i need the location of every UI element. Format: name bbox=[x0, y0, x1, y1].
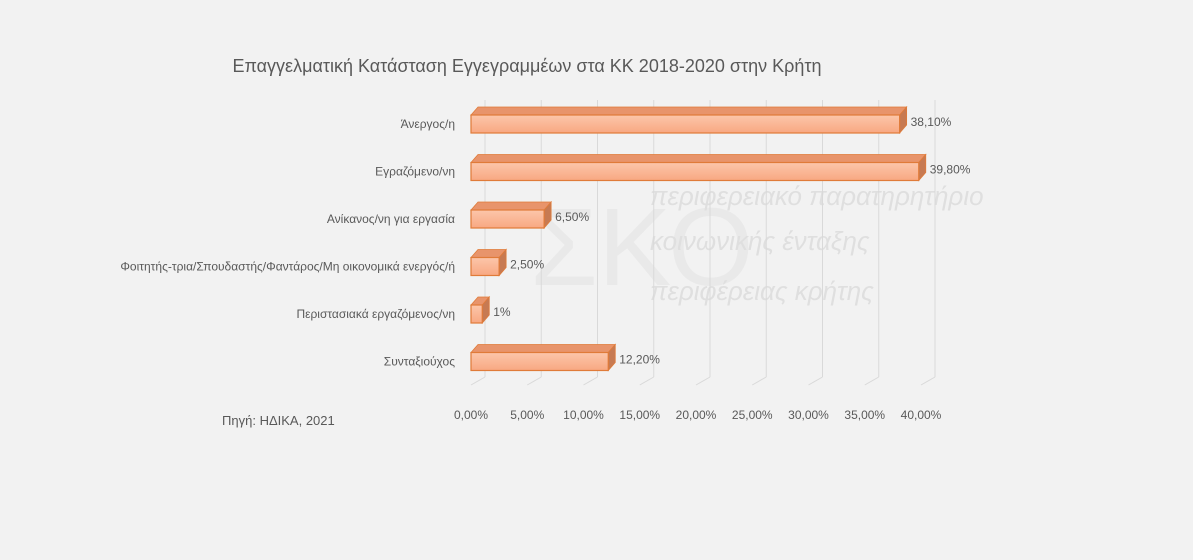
bar bbox=[470, 153, 927, 182]
data-labels: 38,10% 39,80% 6,50% 2,50% 1% 12,20% bbox=[493, 115, 971, 367]
bar-top bbox=[470, 201, 553, 211]
bar-top bbox=[470, 344, 617, 353]
source-note: Πηγή: ΗΔΙΚΑ, 2021 bbox=[222, 413, 335, 428]
data-label: 12,20% bbox=[619, 353, 660, 367]
gridline-floor bbox=[639, 376, 654, 386]
data-label: 38,10% bbox=[911, 115, 952, 129]
watermark-line-3: περιφέρειας κρήτης bbox=[650, 276, 874, 306]
x-tick-label: 40,00% bbox=[901, 408, 942, 422]
gridline-floor bbox=[583, 376, 598, 386]
grid bbox=[470, 100, 936, 386]
gridline-floor bbox=[470, 376, 486, 386]
category-label: Άνεργος/η bbox=[401, 117, 455, 131]
bar-front bbox=[470, 209, 545, 229]
category-label: Φοιτητής-τρια/Σπουδαστής/Φαντάρος/Μη οικ… bbox=[120, 260, 455, 274]
bar bbox=[470, 248, 508, 277]
watermark-logo: ΣΚΟ bbox=[530, 186, 754, 309]
watermark: ΣΚΟ περιφερειακό παρατηρητήριο κοινωνική… bbox=[530, 181, 984, 309]
gridline-floor bbox=[808, 376, 823, 386]
bar-front bbox=[470, 304, 483, 324]
bar bbox=[470, 295, 491, 325]
category-label: Ανίκανος/νη για εργασία bbox=[327, 212, 455, 226]
x-tick-label: 15,00% bbox=[619, 408, 660, 422]
x-tick-label: 20,00% bbox=[676, 408, 717, 422]
gridline-floor bbox=[864, 376, 879, 386]
x-tick-label: 25,00% bbox=[732, 408, 773, 422]
bar bbox=[470, 105, 908, 135]
bar-front bbox=[470, 256, 500, 277]
watermark-line-1: περιφερειακό παρατηρητήριο bbox=[650, 181, 984, 211]
x-tick-label: 35,00% bbox=[844, 408, 885, 422]
x-tick-label: 0,00% bbox=[454, 408, 488, 422]
category-labels: Άνεργος/η Εγραζόμενο/νη Ανίκανος/νη για ερ… bbox=[120, 117, 455, 369]
bar bbox=[470, 343, 617, 372]
x-tick-label: 5,00% bbox=[510, 408, 544, 422]
gridline-floor bbox=[920, 376, 936, 386]
category-label: Περιστασιακά εργαζόμενος/νη bbox=[296, 307, 455, 321]
x-tick-labels: 0,00% 5,00% 10,00% 15,00% 20,00% 25,00% 30,00%… bbox=[454, 408, 942, 422]
bar-top bbox=[470, 154, 927, 163]
watermark-line-2: κοινωνικής ένταξης bbox=[650, 226, 870, 256]
data-label: 6,50% bbox=[555, 210, 589, 224]
bar-top bbox=[470, 106, 908, 116]
bar-front bbox=[470, 351, 609, 372]
x-tick-label: 10,00% bbox=[563, 408, 604, 422]
gridline-floor bbox=[752, 376, 767, 386]
category-label: Συνταξιούχος bbox=[384, 355, 455, 369]
data-label: 39,80% bbox=[930, 163, 971, 177]
chart-title: Επαγγελματική Κατάσταση Εγγεγραμμέων στα… bbox=[232, 56, 821, 76]
gridline-floor bbox=[695, 376, 711, 386]
bar-front bbox=[470, 161, 920, 182]
x-tick-label: 30,00% bbox=[788, 408, 829, 422]
category-label: Εγραζόμενο/νη bbox=[375, 165, 455, 179]
bar bbox=[470, 200, 553, 230]
gridline-floor bbox=[527, 376, 542, 386]
data-label: 1% bbox=[493, 305, 511, 319]
bars bbox=[470, 105, 927, 372]
bar-front bbox=[470, 114, 901, 134]
data-label: 2,50% bbox=[510, 258, 544, 272]
